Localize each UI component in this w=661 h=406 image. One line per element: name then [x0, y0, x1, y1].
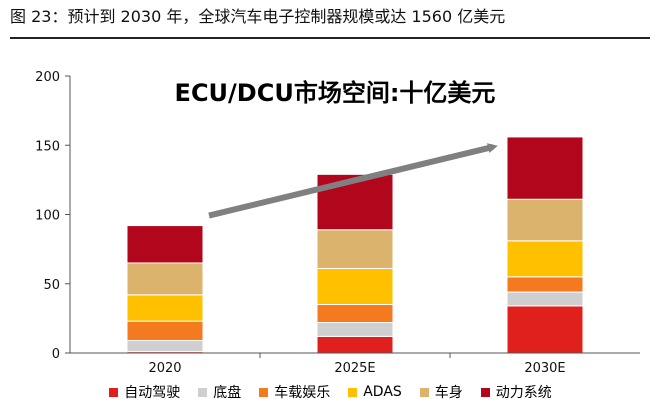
bar-stack-2025E: [316, 173, 394, 354]
bar-segment-2025E-2: [316, 304, 394, 324]
title-rule: [10, 37, 650, 39]
legend-item: 底盘: [198, 382, 241, 402]
legend-label: 车身: [434, 385, 463, 401]
bar-segment-2020-3: [126, 294, 204, 322]
legend-label: 底盘: [213, 385, 242, 401]
bar-segment-2020-2: [126, 320, 204, 342]
legend-swatch: [109, 387, 119, 397]
bar-segment-2025E-0: [316, 335, 394, 354]
stacked-bar-chart: 0 50 100 150 200 2020 2025E 2030E ECU/DCU市场空间:…: [35, 70, 640, 376]
bars: [126, 136, 584, 354]
legend-label: 动力系统: [495, 385, 552, 401]
y-axis: 0 50 100 150 200: [35, 70, 71, 362]
legend: 自动驾驶 底盘 车载娱乐 ADAS 车身 动力系统: [0, 381, 661, 403]
bar-segment-2020-4: [126, 262, 204, 296]
bar-stack-2020: [126, 225, 204, 354]
legend-label: 车载娱乐: [274, 385, 331, 401]
legend-swatch: [198, 387, 208, 397]
chart-title: ECU/DCU市场空间:十亿美元: [175, 79, 496, 107]
legend-label: ADAS: [363, 384, 402, 400]
bar-segment-2030E-1: [506, 291, 584, 307]
legend-swatch: [259, 387, 269, 397]
legend-label: 自动驾驶: [124, 385, 181, 401]
bar-segment-2030E-2: [506, 276, 584, 293]
bar-segment-2025E-1: [316, 322, 394, 337]
y-tick-label: 200: [35, 70, 60, 85]
legend-swatch: [348, 387, 358, 397]
legend-swatch: [480, 387, 490, 397]
legend-item: 自动驾驶: [109, 382, 180, 402]
legend-item: 车身: [419, 382, 463, 402]
bar-segment-2025E-3: [316, 268, 394, 306]
bar-segment-2030E-0: [506, 305, 584, 354]
y-tick-label: 0: [52, 347, 60, 362]
figure-title: 图 23：预计到 2030 年，全球汽车电子控制器规模或达 1560 亿美元: [10, 7, 506, 26]
legend-item: 车载娱乐: [259, 382, 330, 402]
x-axis: 2020 2025E 2030E: [70, 352, 640, 376]
x-tick-label: 2025E: [334, 361, 375, 376]
bar-segment-2020-5: [126, 225, 204, 264]
legend-item: ADAS: [348, 384, 402, 400]
bar-segment-2030E-4: [506, 198, 584, 242]
bar-segment-2020-1: [126, 340, 204, 353]
y-tick-label: 150: [35, 139, 60, 154]
x-tick-label: 2020: [148, 361, 181, 376]
bar-segment-2030E-3: [506, 240, 584, 278]
bar-segment-2025E-4: [316, 229, 394, 270]
trend-arrow: [208, 143, 498, 219]
x-tick-label: 2030E: [524, 361, 565, 376]
legend-swatch: [419, 387, 429, 397]
y-tick-label: 100: [35, 209, 60, 224]
y-tick-label: 50: [43, 278, 60, 293]
bar-segment-2030E-5: [506, 136, 584, 200]
bar-stack-2030E: [506, 136, 584, 354]
legend-item: 动力系统: [480, 382, 552, 402]
